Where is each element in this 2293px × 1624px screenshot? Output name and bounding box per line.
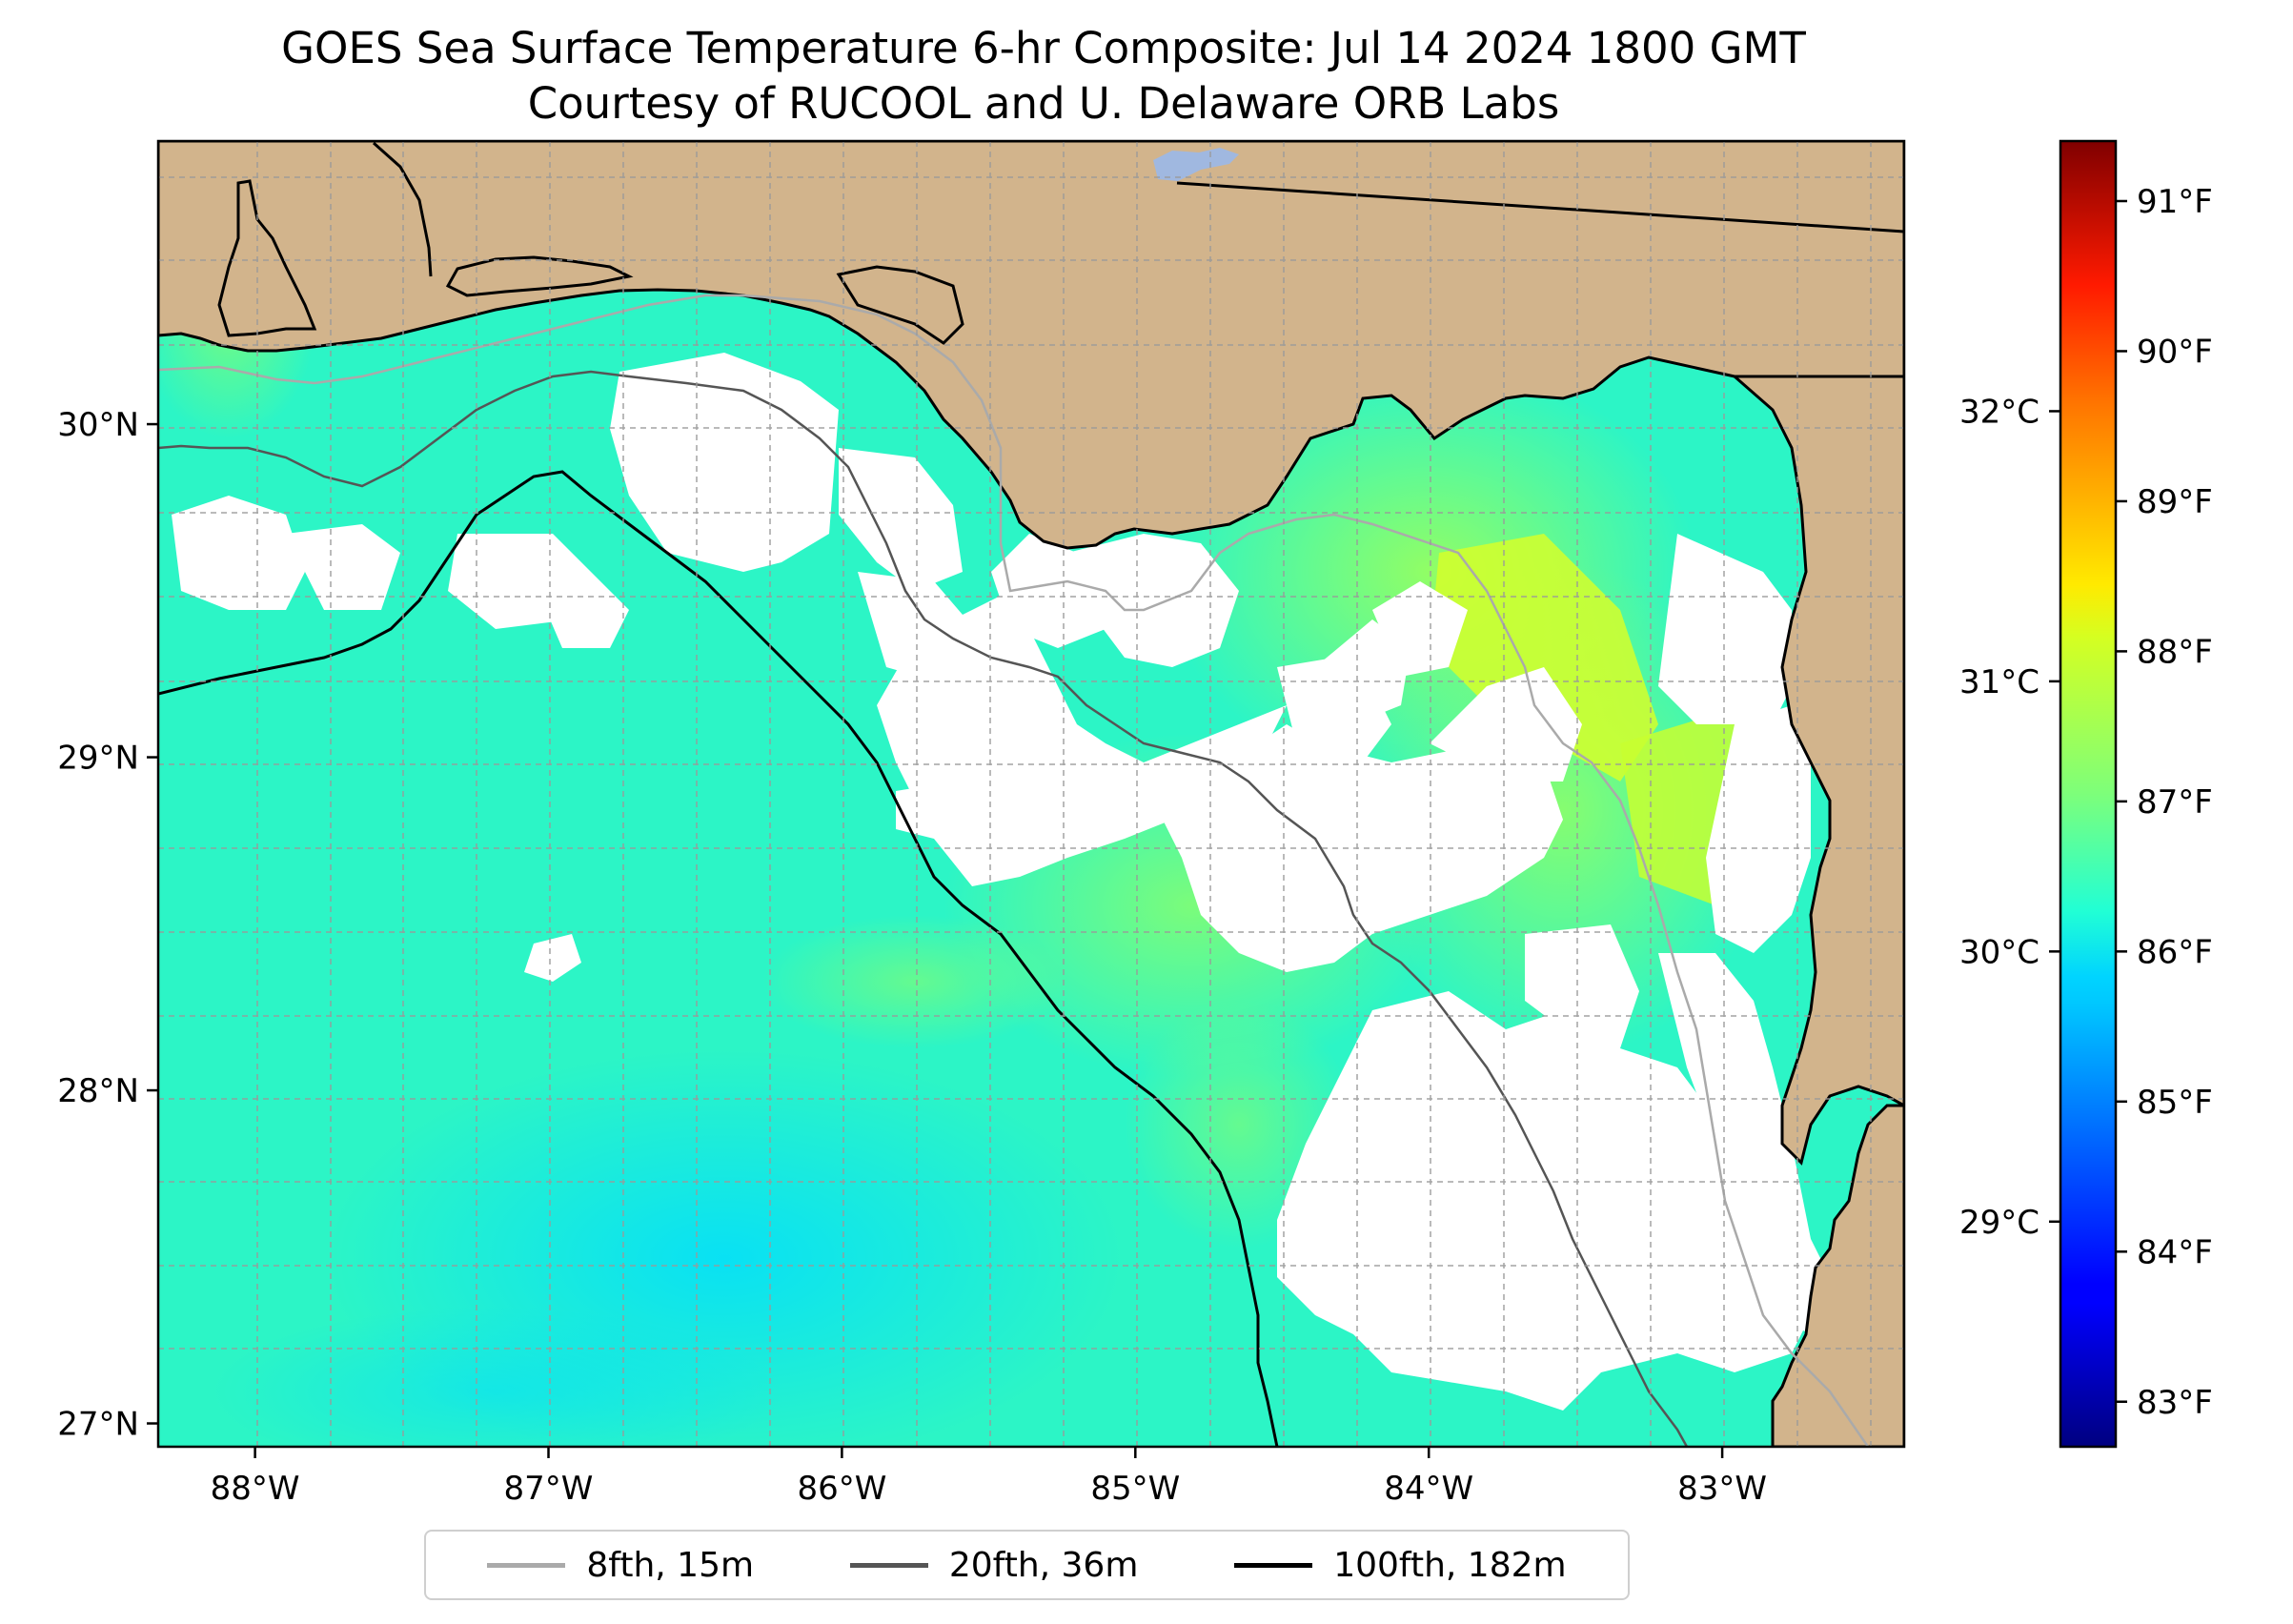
celsius-tick-label: 30°C	[1959, 933, 2039, 971]
fahrenheit-tick-label: 91°F	[2137, 183, 2213, 221]
x-tick-label: 86°W	[797, 1470, 886, 1508]
sst-lime-patch	[1430, 534, 1658, 782]
celsius-tick-label: 32°C	[1959, 393, 2039, 431]
sst-warm-patch-4	[762, 915, 1067, 1048]
legend-swatch-8fth	[487, 1562, 566, 1568]
contour-100fth	[158, 470, 1279, 1447]
sst-cool-patch-2	[210, 1306, 781, 1447]
fahrenheit-tick-label: 90°F	[2137, 333, 2213, 371]
lake-seminole	[1153, 148, 1239, 181]
map-frame	[156, 139, 1906, 1449]
fahrenheit-tick-label: 86°F	[2137, 933, 2213, 971]
x-tick-label: 88°W	[211, 1470, 300, 1508]
colorbar	[2059, 139, 2118, 1449]
y-tick-label: 30°N	[57, 406, 139, 444]
state-border	[1176, 181, 1904, 233]
no-data-areas	[172, 353, 1839, 1411]
legend-swatch-20fth	[849, 1562, 928, 1568]
map-title: GOES Sea Surface Temperature 6-hr Compos…	[0, 21, 2087, 132]
map-panel	[158, 141, 1904, 1447]
celsius-tick-label: 29°C	[1959, 1204, 2039, 1242]
state-border-west	[373, 141, 433, 277]
fahrenheit-tick-label: 88°F	[2137, 633, 2213, 671]
legend-item-20fth: 20fth, 36m	[849, 1545, 1139, 1585]
fahrenheit-tick-label: 83°F	[2137, 1384, 2213, 1422]
legend-swatch-100fth	[1234, 1562, 1313, 1568]
celsius-tick-label: 31°C	[1959, 663, 2039, 701]
x-tick-label: 84°W	[1384, 1470, 1473, 1508]
contour-legend: 8fth, 15m 20fth, 36m 100fth, 182m	[424, 1530, 1630, 1600]
contour-8fth	[158, 294, 1870, 1447]
legend-item-8fth: 8fth, 15m	[487, 1546, 754, 1585]
fahrenheit-tick-label: 87°F	[2137, 783, 2213, 822]
y-tick-label: 27°N	[57, 1406, 139, 1444]
colorbar-ticks: 91°F 90°F 89°F 88°F 87°F 86°F 85°F 84°F 83°F 32°C…	[1959, 183, 2213, 1422]
fahrenheit-tick-label: 89°F	[2137, 483, 2213, 521]
fahrenheit-tick-label: 85°F	[2137, 1084, 2213, 1122]
y-tick-label: 28°N	[57, 1072, 139, 1110]
legend-label-20fth: 20fth, 36m	[948, 1545, 1139, 1585]
contour-20fth	[158, 370, 1689, 1447]
x-tick-label: 87°W	[504, 1470, 594, 1508]
x-tick-label: 85°W	[1090, 1470, 1180, 1508]
legend-item-100fth: 100fth, 182m	[1234, 1545, 1567, 1585]
coast-details	[217, 179, 964, 345]
x-tick-label: 83°W	[1677, 1470, 1767, 1508]
legend-label-100fth: 100fth, 182m	[1333, 1545, 1567, 1585]
map-title-line-2: Courtesy of RUCOOL and U. Delaware ORB L…	[527, 78, 1560, 129]
legend-label-8fth: 8fth, 15m	[586, 1545, 755, 1585]
y-tick-label: 29°N	[57, 740, 139, 778]
map-title-line-1: GOES Sea Surface Temperature 6-hr Compos…	[281, 23, 1806, 73]
gridlines	[158, 141, 1904, 1447]
fahrenheit-tick-label: 84°F	[2137, 1233, 2213, 1271]
map-axis-ticks: 88°W 87°W 86°W 85°W 84°W 83°W 30°N 29°N 28°N 27°N	[57, 406, 1767, 1508]
